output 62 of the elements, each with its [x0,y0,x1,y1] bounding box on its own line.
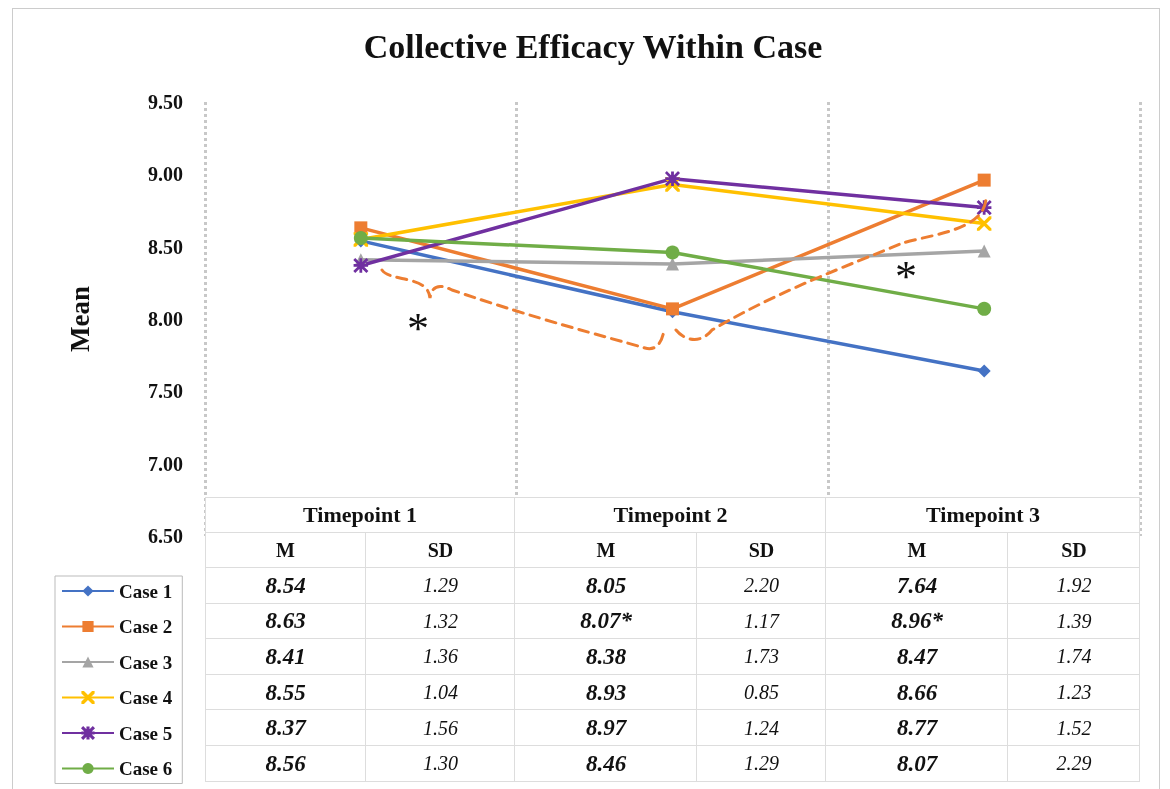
text: SD [427,539,454,561]
data-label: 8.05 [515,568,698,604]
data-label: 8.97 [515,710,698,746]
y-axis-title: Mean [64,286,95,352]
data-label: 8.37 [205,710,366,746]
y-tick-label: 9.50 [148,91,183,113]
text: 1.36 [423,645,458,668]
legend-label: Case 2 [119,616,173,637]
x-tick-label: Timepoint 1 [205,497,516,533]
text: 1.52 [1056,716,1092,739]
text: M [907,539,927,561]
data-label: 8.47 [826,639,1009,675]
data-label: 8.55 [205,674,366,711]
data-label: 8.66 [826,674,1009,711]
text: 1.04 [423,681,458,704]
text: 1.73 [744,645,780,668]
text: 1.92 [1056,574,1092,597]
text: 0.85 [744,681,780,704]
text: 2.29 [1056,752,1092,775]
text: 2.20 [744,574,780,597]
text: 1.29 [423,574,458,597]
data-label: 8.56 [205,745,366,782]
y-tick-label: 6.50 [148,525,183,547]
data-label: 8.96* [826,603,1009,640]
text: 1.74 [1056,645,1092,668]
legend-label: Case 5 [119,722,173,744]
x-tick-label: Timepoint 2 [515,497,827,533]
annotation: * [895,251,917,301]
legend-label: Case 1 [119,580,173,602]
annotation: * [407,303,429,353]
x-tick-label: Timepoint 3 [826,497,1141,533]
y-tick-label: 7.00 [148,452,183,475]
y-tick-label: 8.00 [148,308,183,330]
data-label: 8.54 [205,568,366,604]
data-label: 8.46 [515,745,698,782]
legend-label: Case 6 [119,758,173,779]
data-label: 8.38 [515,639,698,675]
text: M [276,539,295,561]
y-tick-label: 7.50 [148,380,183,403]
data-label: 8.41 [205,639,366,675]
chart-title: Collective Efficacy Within Case [363,27,823,65]
text: 1.29 [744,752,780,775]
text: 1.23 [1056,681,1092,704]
text: SD [748,539,775,561]
text: 1.30 [423,752,458,775]
data-label: 8.63 [205,603,366,640]
legend-label: Case 3 [119,651,173,673]
data-label: 8.77 [826,710,1009,746]
text: 1.24 [744,716,780,739]
text: 1.39 [1056,609,1092,632]
data-label: 8.93 [515,674,698,711]
text: 1.32 [423,609,458,632]
data-label: 7.64 [826,568,1009,604]
text: M [596,539,616,561]
text: 1.17 [744,609,780,632]
data-label: 8.07 [826,745,1009,782]
data-label: 8.07* [515,603,698,640]
legend-label: Case 4 [119,687,173,708]
y-tick-label: 8.50 [148,235,183,258]
text: 1.56 [423,716,458,739]
y-tick-label: 9.00 [148,163,183,186]
text: SD [1061,539,1087,561]
